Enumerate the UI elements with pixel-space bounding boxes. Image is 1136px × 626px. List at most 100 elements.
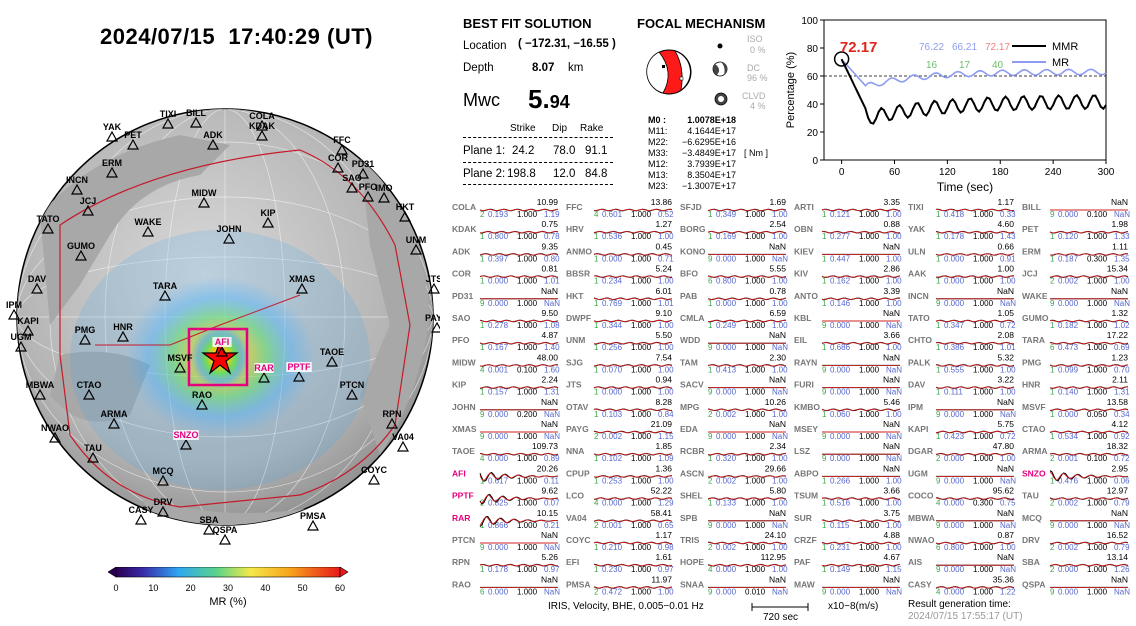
waveform-value-3: 1.15 [658, 432, 674, 441]
station-waveform-panel: DGAR 47.80 2 0.000 1.000 1.00 [908, 441, 1016, 463]
dc-value: 96 % [747, 73, 768, 83]
y-tick-label: 100 [801, 16, 818, 27]
synthetic-trace [935, 319, 1015, 323]
station-name: UGM [908, 468, 928, 478]
waveform-value-1: 0.278 [488, 321, 509, 330]
station-waveform-panel: AFI 20.26 1 0.617 1.000 0.11 [452, 463, 560, 485]
waveform-value-3: 1.60 [544, 365, 560, 374]
synthetic-trace [707, 297, 787, 300]
mmr-series-line [840, 58, 1107, 125]
colorbar-tick: 40 [260, 583, 270, 593]
station-name: KONO [680, 246, 706, 256]
waveform-amplitude: 9.10 [655, 308, 672, 318]
waveform-amplitude: 1.23 [1111, 352, 1128, 362]
window-count: 1 [936, 210, 941, 219]
station-name: ERM [1022, 246, 1041, 256]
synthetic-trace [707, 408, 787, 411]
waveform-amplitude: 3.39 [883, 286, 900, 296]
waveform-value-1: 0.266 [830, 476, 851, 485]
station-waveform-panel: ULN 0.66 1 0.000 1.000 0.91 [908, 241, 1016, 263]
iso-value: 0 % [750, 45, 766, 55]
station-name: CMLA [680, 313, 705, 323]
waveform-amplitude: 9.62 [541, 486, 558, 496]
window-count: 1 [480, 521, 485, 530]
waveform-amplitude: 7.54 [655, 352, 672, 362]
synthetic-trace [935, 208, 1015, 212]
waveform-value-3: NaN [772, 521, 788, 530]
waveform-value-1: 0.060 [830, 410, 851, 419]
waveform-value-2: 0.100 [1087, 454, 1108, 463]
waveform-value-2: 1.000 [517, 521, 538, 530]
synthetic-trace [935, 253, 1015, 256]
window-count: 1 [594, 365, 599, 374]
x-tick-label: 240 [1045, 167, 1062, 178]
station-name: TSUM [794, 491, 818, 501]
waveform-value-2: 1.000 [859, 476, 880, 485]
station-label: KAPI [17, 316, 39, 326]
station-waveform-panel: SJG 7.54 1 0.070 1.000 1.00 [566, 352, 674, 374]
waveform-value-2: 1.000 [973, 232, 994, 241]
waveform-value-2: 1.000 [631, 299, 652, 308]
waveform-amplitude: 0.81 [541, 264, 558, 274]
waveform-value-3: NaN [1000, 565, 1016, 574]
station-triangle-icon [367, 473, 381, 485]
station-label: TIXI [160, 109, 177, 119]
station-label: PD31 [352, 159, 375, 169]
mt-component-key: M11: [648, 126, 668, 136]
waveform-value-2: 0.010 [745, 587, 766, 596]
station-triangle-icon [396, 440, 410, 452]
waveform-amplitude: 1.61 [655, 552, 672, 562]
waveform-value-1: 0.800 [488, 232, 509, 241]
station-triangle-icon [82, 388, 96, 400]
waveform-value-3: NaN [544, 410, 560, 419]
waveform-value-1: 0.210 [602, 543, 623, 552]
window-count: 2 [708, 543, 713, 552]
station-label: QSPA [213, 525, 238, 535]
waveform-value-1: 0.253 [602, 476, 623, 485]
waveform-value-1: 0.423 [944, 432, 965, 441]
window-count: 2 [708, 476, 713, 485]
waveform-amplitude: 35.36 [993, 574, 1015, 584]
mw-label: Mwc [463, 90, 500, 110]
waveform-value-2: 1.000 [517, 587, 538, 596]
waveform-value-2: 1.000 [517, 565, 538, 574]
station-waveform-panel: KAPI 5.75 1 0.423 1.000 0.72 [908, 419, 1016, 441]
waveform-amplitude: NaN [883, 375, 900, 385]
waveform-amplitude: 48.00 [537, 352, 559, 362]
mt-component-value: 4.1644E+17 [687, 126, 736, 136]
window-count: 6 [480, 587, 485, 596]
station-name: PAF [794, 557, 810, 567]
station-name: COLA [452, 202, 476, 212]
waveform-value-2: 1.000 [1087, 499, 1108, 508]
station-triangle-icon [409, 243, 423, 255]
waveform-amplitude: NaN [883, 419, 900, 429]
waveform-amplitude: 95.62 [993, 486, 1015, 496]
station-name: CTAO [1022, 424, 1046, 434]
synthetic-trace [593, 386, 673, 389]
synthetic-trace [935, 541, 1014, 545]
station-name: JTS [566, 380, 582, 390]
synthetic-trace [593, 564, 673, 567]
station-name: TAM [680, 357, 698, 367]
waveform-value-1: 0.000 [944, 499, 965, 508]
plane2-strike: 198.8 [507, 168, 536, 180]
waveform-value-3: NaN [544, 432, 560, 441]
station-name: KBL [794, 313, 811, 323]
waveform-value-3: 1.15 [886, 565, 902, 574]
station-name: MBWA [908, 513, 935, 523]
waveform-amplitude: 3.35 [883, 197, 900, 207]
station-name: KIEV [794, 246, 814, 256]
window-count: 1 [822, 410, 827, 419]
synthetic-trace [1049, 497, 1129, 500]
plane2-rake: 84.8 [585, 168, 608, 180]
synthetic-trace [1049, 471, 1129, 481]
synthetic-trace [593, 364, 673, 367]
waveform-value-2: 0.300 [973, 499, 994, 508]
station-label: VA04 [392, 432, 414, 442]
waveform-value-1: 0.002 [1058, 277, 1079, 286]
station-name: ANMO [566, 246, 592, 256]
waveform-value-1: 0.002 [716, 476, 737, 485]
station-name: WDD [680, 335, 700, 345]
waveform-value-3: 1.00 [886, 499, 902, 508]
waveform-value-3: 0.33 [1000, 210, 1016, 219]
